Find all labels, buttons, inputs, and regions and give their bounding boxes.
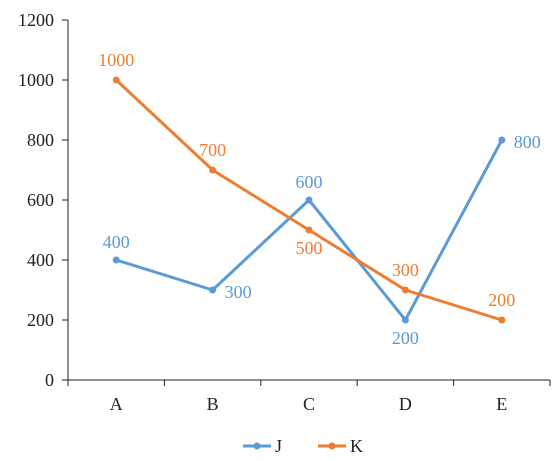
data-point-K bbox=[305, 226, 313, 234]
data-label-K: 300 bbox=[392, 260, 419, 280]
data-label-K: 1000 bbox=[98, 50, 134, 70]
axes: 0 200 400 600 800 1000 1200 A B C D E bbox=[18, 10, 551, 414]
y-tick-label: 1000 bbox=[18, 70, 54, 90]
data-point-K bbox=[112, 76, 120, 84]
data-point-J bbox=[209, 286, 217, 294]
legend-item-J: J bbox=[243, 436, 282, 456]
data-point-K bbox=[401, 286, 409, 294]
legend-swatch-marker bbox=[253, 442, 261, 450]
data-point-J bbox=[305, 196, 313, 204]
x-tick-label: D bbox=[399, 394, 412, 414]
data-label-J: 300 bbox=[225, 282, 252, 302]
x-tick-label: A bbox=[110, 394, 123, 414]
series-K bbox=[112, 76, 506, 324]
data-label-J: 400 bbox=[103, 232, 130, 252]
y-tick-label: 400 bbox=[27, 250, 54, 270]
series-layer bbox=[112, 76, 506, 324]
legend-item-K: K bbox=[318, 436, 363, 456]
y-tick-label: 600 bbox=[27, 190, 54, 210]
data-label-K: 200 bbox=[488, 290, 515, 310]
y-tick-label: 200 bbox=[27, 310, 54, 330]
x-tick-label: E bbox=[496, 394, 507, 414]
data-label-layer: 400 300 600 200 800 1000 700 500 300 200 bbox=[98, 50, 541, 348]
data-label-J: 600 bbox=[296, 172, 323, 192]
x-tick-label: C bbox=[303, 394, 315, 414]
data-label-K: 700 bbox=[199, 140, 226, 160]
data-label-J: 800 bbox=[514, 132, 541, 152]
data-point-K bbox=[209, 166, 217, 174]
data-point-K bbox=[498, 316, 506, 324]
legend-label: K bbox=[350, 436, 363, 456]
y-tick-label: 800 bbox=[27, 130, 54, 150]
y-tick-label: 1200 bbox=[18, 10, 54, 30]
y-tick-label: 0 bbox=[45, 370, 54, 390]
data-point-J bbox=[112, 256, 120, 264]
data-point-J bbox=[498, 136, 506, 144]
series-J bbox=[112, 136, 506, 324]
data-label-K: 500 bbox=[296, 238, 323, 258]
legend-label: J bbox=[275, 436, 282, 456]
data-point-J bbox=[401, 316, 409, 324]
legend-swatch-marker bbox=[328, 442, 336, 450]
data-label-J: 200 bbox=[392, 328, 419, 348]
x-tick-label: B bbox=[207, 394, 219, 414]
